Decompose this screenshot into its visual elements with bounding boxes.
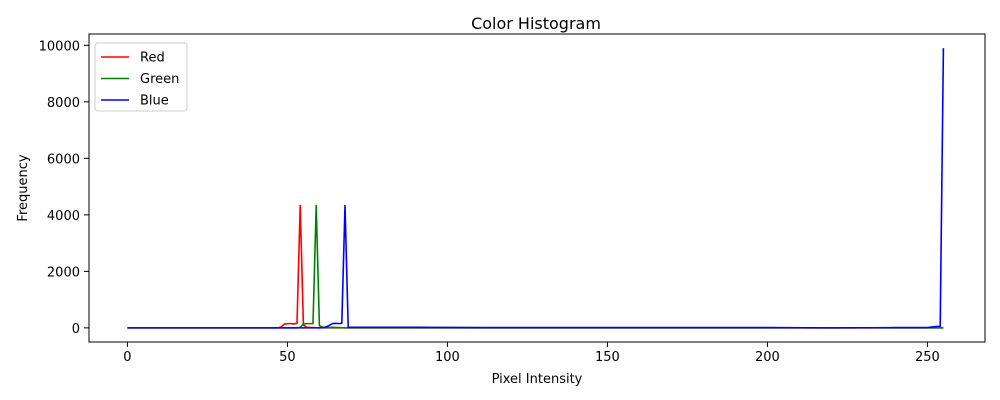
x-tick-label: 150	[595, 350, 620, 365]
x-tick-label: 200	[755, 350, 780, 365]
y-axis-ticks: 0 2000 4000 6000 8000 10000	[39, 39, 89, 337]
y-tick-label: 8000	[47, 96, 80, 111]
series-line-green	[127, 204, 944, 329]
y-tick-label: 0	[72, 322, 80, 337]
legend-box	[94, 42, 188, 112]
x-tick-label: 250	[915, 350, 940, 365]
plot-lines	[127, 48, 945, 329]
x-tick-label: 0	[123, 350, 131, 365]
x-tick-label: 100	[435, 350, 460, 365]
plot-frame	[88, 33, 986, 343]
x-axis-label: Pixel Intensity	[492, 372, 583, 387]
y-axis-label: Frequency	[16, 154, 31, 221]
legend: Red Green Blue	[94, 42, 188, 112]
y-tick-label: 10000	[39, 39, 80, 54]
x-tick-label: 50	[279, 350, 296, 365]
series-line-blue	[127, 48, 945, 329]
legend-label-green: Green	[140, 72, 179, 87]
chart-title: Color Histogram	[471, 14, 601, 33]
y-tick-label: 6000	[47, 152, 80, 167]
legend-label-blue: Blue	[140, 94, 169, 109]
y-tick-label: 4000	[47, 209, 80, 224]
y-tick-label: 2000	[47, 265, 80, 280]
x-axis-ticks: 0 50 100 150 200 250	[123, 342, 940, 365]
legend-label-red: Red	[140, 51, 165, 66]
